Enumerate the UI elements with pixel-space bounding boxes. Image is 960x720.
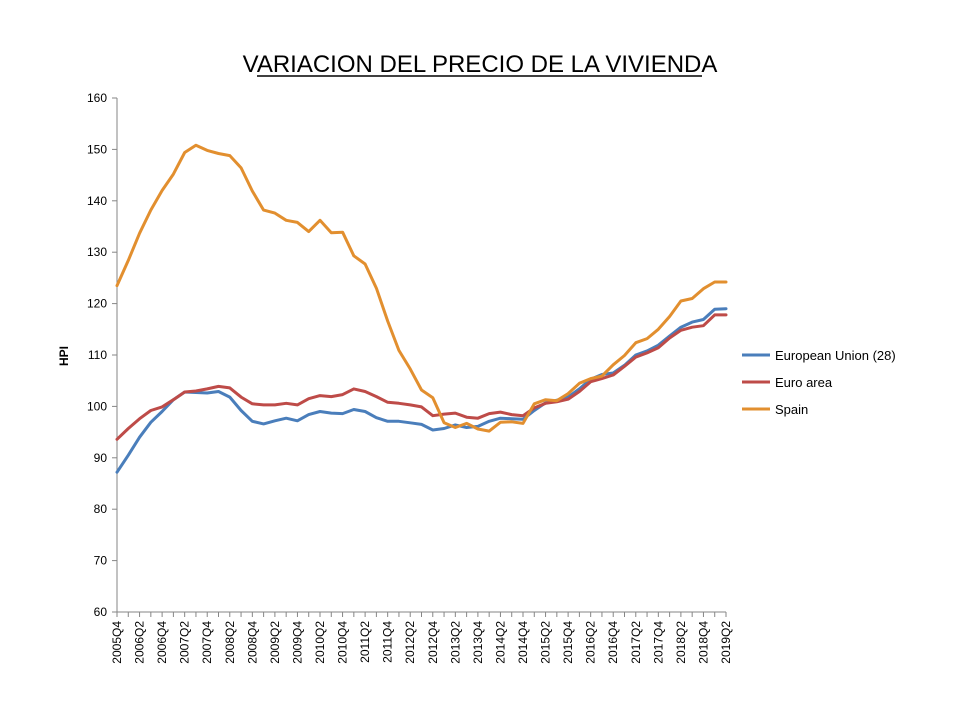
series-line-1	[115, 313, 728, 441]
y-tick-label: 130	[87, 245, 107, 259]
x-tick-label: 2011Q4	[381, 621, 395, 663]
y-tick-label: 120	[87, 297, 107, 311]
x-tick-label: 2009Q2	[268, 621, 282, 664]
x-tick-label: 2010Q4	[336, 621, 350, 664]
legend-label-2: Spain	[775, 402, 808, 417]
legend: European Union (28) Euro area Spain	[742, 348, 896, 417]
y-tick-label: 160	[87, 91, 107, 105]
x-tick-label: 2017Q2	[629, 621, 643, 664]
x-tick-label: 2007Q4	[200, 621, 214, 664]
x-tick-label: 2018Q4	[696, 621, 710, 664]
y-tick-label: 90	[94, 451, 108, 465]
y-tick-label: 110	[88, 348, 107, 362]
legend-label-0: European Union (28)	[775, 348, 896, 363]
x-tick-label: 2017Q4	[651, 621, 665, 664]
x-tick-label: 2013Q2	[448, 621, 462, 664]
series-lines	[115, 143, 728, 474]
x-tick-label: 2016Q2	[584, 621, 598, 664]
y-tick-label: 150	[87, 142, 107, 156]
x-tick-label: 2007Q2	[178, 621, 192, 664]
x-tick-label: 2013Q4	[471, 621, 485, 664]
x-tick-label: 2008Q4	[245, 621, 259, 664]
series-line-2	[115, 143, 728, 433]
x-tick-label: 2006Q2	[133, 621, 147, 664]
x-tick-label: 2009Q4	[290, 621, 304, 664]
x-tick-label: 2012Q2	[403, 621, 417, 664]
x-tick-label: 2015Q4	[561, 621, 575, 664]
chart-title: VARIACION DEL PRECIO DE LA VIVIENDA	[243, 51, 718, 78]
x-tick-label: 2016Q4	[606, 621, 620, 664]
y-ticks: 60 70 80 90 100 110 120 130 140 150 160	[87, 91, 117, 619]
x-tick-label: 2005Q4	[110, 621, 124, 664]
x-tick-label: 2006Q4	[155, 621, 169, 664]
legend-label-1: Euro area	[775, 375, 833, 390]
x-tick-label: 2014Q2	[493, 621, 507, 664]
x-ticks: 2005Q4 2006Q2 2006Q4 2007Q2 2007Q4 2008Q2 2008…	[110, 612, 733, 664]
y-tick-label: 140	[87, 194, 107, 208]
y-tick-label: 60	[94, 605, 108, 619]
x-tick-label: 2018Q2	[674, 621, 688, 664]
x-tick-label: 2012Q4	[426, 621, 440, 664]
x-tick-label: 2008Q2	[223, 621, 237, 664]
y-tick-label: 70	[94, 554, 108, 568]
y-tick-label: 80	[94, 502, 108, 516]
y-axis-label: HPI	[57, 346, 71, 366]
y-tick-label: 100	[87, 399, 107, 413]
x-tick-label: 2014Q4	[516, 621, 530, 664]
x-tick-label: 2011Q2	[358, 621, 372, 663]
x-tick-label: 2019Q2	[719, 621, 733, 664]
x-tick-label: 2015Q2	[539, 621, 553, 664]
x-tick-label: 2010Q2	[313, 621, 327, 664]
